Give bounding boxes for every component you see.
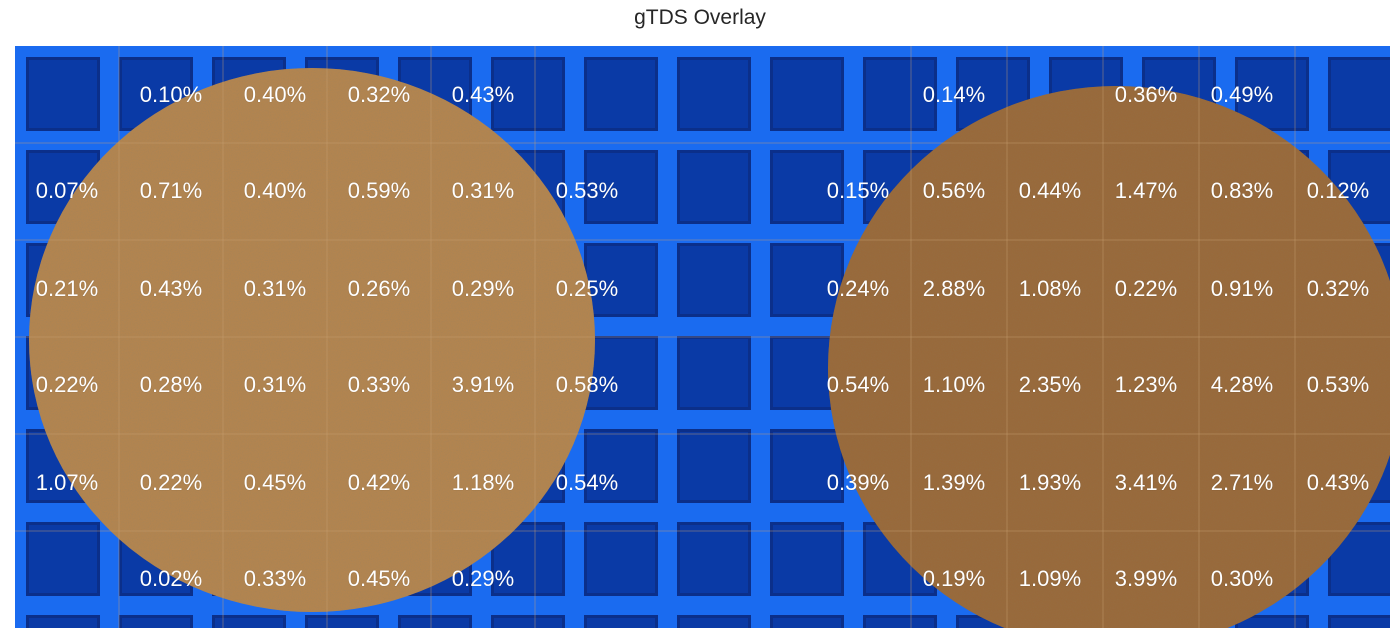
left-tds-label-r1-c2: 0.10% — [139, 82, 203, 107]
left-tds-label-r6-c4: 0.45% — [347, 566, 411, 591]
right-tds-label-r6-c4: 3.99% — [1114, 566, 1178, 591]
photo-graphics — [15, 46, 1390, 628]
left-tds-label-r3-c2: 0.43% — [139, 276, 203, 301]
right-tds-label-r2-c1: 0.15% — [826, 178, 890, 203]
right-tds-label-r3-c1: 0.24% — [826, 276, 890, 301]
left-tds-label-r5-c3: 0.45% — [243, 470, 307, 495]
right-tds-label-r4-c2: 1.10% — [922, 372, 986, 397]
left-tds-label-r4-c5: 3.91% — [451, 372, 515, 397]
right-tds-label-r4-c4: 1.23% — [1114, 372, 1178, 397]
left-tds-label-r5-c6: 0.54% — [555, 470, 619, 495]
left-tds-label-r4-c3: 0.31% — [243, 372, 307, 397]
right-tds-label-r4-c5: 4.28% — [1210, 372, 1274, 397]
left-tds-label-r3-c3: 0.31% — [243, 276, 307, 301]
left-tds-label-r1-c5: 0.43% — [451, 82, 515, 107]
left-tds-label-r3-c6: 0.25% — [555, 276, 619, 301]
left-tds-label-r2-c4: 0.59% — [347, 178, 411, 203]
right-tds-label-r3-c4: 0.22% — [1114, 276, 1178, 301]
right-tds-label-r5-c4: 3.41% — [1114, 470, 1178, 495]
left-tds-label-r1-c3: 0.40% — [243, 82, 307, 107]
right-tds-label-r2-c5: 0.83% — [1210, 178, 1274, 203]
figure-title: gTDS Overlay — [634, 6, 766, 29]
left-tds-label-r3-c5: 0.29% — [451, 276, 515, 301]
left-tds-label-r5-c5: 1.18% — [451, 470, 515, 495]
right-tds-label-r2-c3: 0.44% — [1018, 178, 1082, 203]
right-tds-label-r2-c2: 0.56% — [922, 178, 986, 203]
left-tds-label-r4-c1: 0.22% — [35, 372, 99, 397]
right-tds-label-r5-c1: 0.39% — [826, 470, 890, 495]
right-tds-label-r3-c6: 0.32% — [1306, 276, 1370, 301]
right-tds-label-r6-c5: 0.30% — [1210, 566, 1274, 591]
left-tds-label-r2-c6: 0.53% — [555, 178, 619, 203]
right-tds-label-r4-c1: 0.54% — [826, 372, 890, 397]
left-tds-label-r2-c3: 0.40% — [243, 178, 307, 203]
left-tds-label-r5-c2: 0.22% — [139, 470, 203, 495]
right-tds-label-r2-c6: 0.12% — [1306, 178, 1370, 203]
right-tds-label-r1-c2: 0.14% — [922, 82, 986, 107]
left-tds-label-r6-c5: 0.29% — [451, 566, 515, 591]
right-tds-label-r1-c4: 0.36% — [1114, 82, 1178, 107]
left-tds-label-r6-c3: 0.33% — [243, 566, 307, 591]
right-tds-label-r3-c5: 0.91% — [1210, 276, 1274, 301]
right-tds-label-r3-c2: 2.88% — [922, 276, 986, 301]
right-tds-label-r5-c5: 2.71% — [1210, 470, 1274, 495]
right-tds-label-r2-c4: 1.47% — [1114, 178, 1178, 203]
left-tds-label-r3-c4: 0.26% — [347, 276, 411, 301]
overlay-grid-lines — [15, 46, 1390, 628]
left-tds-label-r5-c1: 1.07% — [35, 470, 99, 495]
right-tds-label-r5-c2: 1.39% — [922, 470, 986, 495]
left-tds-label-r6-c2: 0.02% — [139, 566, 203, 591]
right-tds-label-r3-c3: 1.08% — [1018, 276, 1082, 301]
left-tds-label-r4-c2: 0.28% — [139, 372, 203, 397]
left-tds-label-r2-c2: 0.71% — [139, 178, 203, 203]
right-tds-label-r1-c5: 0.49% — [1210, 82, 1274, 107]
left-tds-label-r3-c1: 0.21% — [35, 276, 99, 301]
right-tds-label-r4-c6: 0.53% — [1306, 372, 1370, 397]
right-tds-label-r5-c3: 1.93% — [1018, 470, 1082, 495]
right-tds-label-r6-c3: 1.09% — [1018, 566, 1082, 591]
right-coffee-puck — [828, 86, 1390, 628]
left-tds-label-r2-c5: 0.31% — [451, 178, 515, 203]
left-tds-label-r1-c4: 0.32% — [347, 82, 411, 107]
left-tds-label-r4-c4: 0.33% — [347, 372, 411, 397]
right-tds-label-r5-c6: 0.43% — [1306, 470, 1370, 495]
puck-photo: 0.10% 0.40% 0.32% 0.43% 0.07% 0.71% 0.40% 0.59%… — [15, 46, 1390, 628]
right-tds-label-r6-c2: 0.19% — [922, 566, 986, 591]
left-coffee-puck — [29, 68, 595, 612]
left-tds-label-r5-c4: 0.42% — [347, 470, 411, 495]
left-tds-label-r4-c6: 0.58% — [555, 372, 619, 397]
left-tds-label-r2-c1: 0.07% — [35, 178, 99, 203]
right-tds-label-r4-c3: 2.35% — [1018, 372, 1082, 397]
